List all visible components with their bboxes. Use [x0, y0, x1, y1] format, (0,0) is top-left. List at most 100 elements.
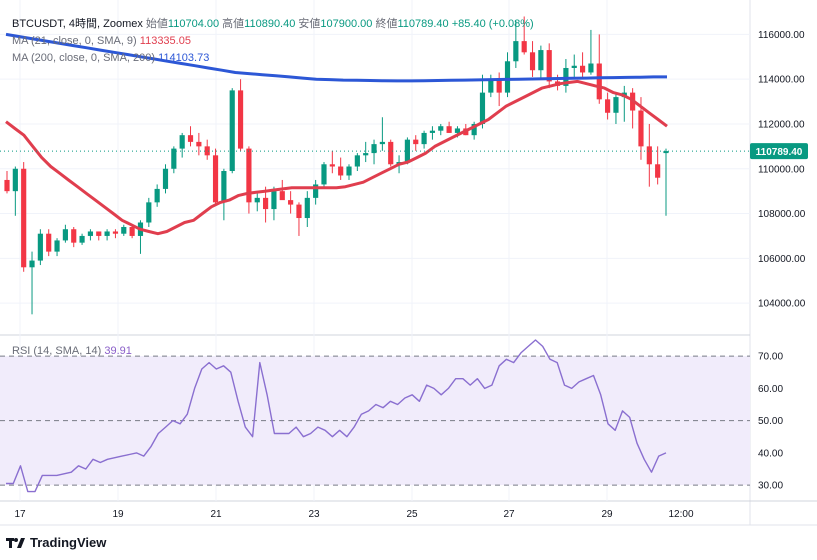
- candle: [363, 141, 369, 163]
- candle-body: [171, 148, 177, 169]
- candle-body: [79, 235, 85, 243]
- candle-body: [513, 41, 519, 62]
- candle: [204, 139, 210, 160]
- candle-body: [471, 123, 477, 136]
- candle: [446, 121, 452, 133]
- candle-body: [46, 233, 52, 252]
- close-label: 終値: [375, 18, 398, 30]
- rsi-tick-label: 30.00: [758, 481, 783, 492]
- candle-body: [121, 226, 127, 234]
- rsi-value: 39.91: [104, 345, 132, 357]
- candle: [229, 88, 235, 174]
- candle-body: [221, 171, 227, 203]
- rsi-tick-label: 40.00: [758, 448, 783, 459]
- candle-body: [346, 166, 352, 176]
- candle: [613, 92, 619, 124]
- candle: [479, 74, 486, 129]
- candle: [655, 146, 661, 185]
- x-tick-label: 17: [14, 509, 26, 520]
- candle-body: [663, 151, 669, 154]
- x-tick-label: 27: [503, 509, 515, 520]
- ma200-label: MA (200, close, 0, SMA, 200): [12, 52, 156, 64]
- candle-body: [254, 197, 260, 203]
- candle: [588, 29, 594, 75]
- rsi-line-layer: [6, 339, 667, 493]
- candle: [304, 191, 310, 227]
- x-tick-label: 12:00: [668, 509, 693, 520]
- candle: [162, 164, 169, 194]
- candle: [104, 229, 110, 241]
- candle-body: [413, 139, 419, 145]
- candle: [621, 85, 627, 122]
- candle-body: [96, 231, 102, 236]
- rsi-legend[interactable]: RSI (14, SMA, 14) 39.91: [12, 344, 132, 358]
- candle-body: [4, 179, 10, 192]
- candle: [4, 171, 10, 194]
- candle: [254, 191, 260, 212]
- rsi-band: [0, 355, 750, 486]
- candle-body: [454, 128, 461, 133]
- y-tick-label: 116000.00: [758, 30, 805, 41]
- high-label: 高値: [222, 18, 245, 30]
- candle-body: [379, 141, 385, 145]
- candle: [379, 117, 385, 151]
- ma21-value: 113335.05: [139, 35, 191, 47]
- candle: [129, 224, 135, 239]
- candle-body: [321, 164, 327, 185]
- candle: [187, 126, 194, 147]
- candle-body: [371, 144, 377, 154]
- candle-body: [521, 41, 527, 53]
- candle: [71, 226, 77, 248]
- ma200-legend[interactable]: MA (200, close, 0, SMA, 200) 114103.73: [12, 51, 209, 65]
- exchange-text: Zoomex: [103, 18, 143, 30]
- candle: [87, 229, 94, 241]
- candle-body: [212, 155, 219, 203]
- candle: [263, 186, 269, 223]
- candle: [29, 251, 35, 315]
- candle: [563, 59, 569, 93]
- symbol-text[interactable]: BTCUSDT: [12, 18, 63, 30]
- candle: [196, 132, 202, 156]
- x-tick-label: 23: [308, 509, 320, 520]
- candle-body: [479, 92, 486, 124]
- rsi-label: RSI (14, SMA, 14): [12, 345, 102, 357]
- candle: [438, 123, 444, 136]
- candle: [504, 52, 511, 98]
- candle: [237, 79, 244, 151]
- candle: [471, 121, 477, 140]
- candle-body: [579, 65, 586, 73]
- candle: [596, 34, 602, 104]
- y-tick-label: 104000.00: [758, 299, 806, 310]
- x-tick-label: 29: [601, 509, 613, 520]
- interval-text[interactable]: 4時間: [68, 18, 97, 30]
- candle-body: [438, 126, 444, 131]
- x-tick-label: 25: [406, 509, 418, 520]
- open-label: 始値: [145, 18, 168, 30]
- candle-body: [496, 79, 502, 93]
- y-tick-label: 112000.00: [758, 119, 805, 130]
- ma21-legend[interactable]: MA (21, close, 0, SMA, 9) 113335.05: [12, 34, 191, 48]
- candle-body: [354, 155, 360, 167]
- candle: [296, 202, 302, 236]
- candle: [429, 126, 436, 140]
- candle-body: [288, 200, 294, 205]
- candle-body: [655, 164, 661, 178]
- tradingview-logo[interactable]: TradingView: [6, 535, 106, 550]
- candle: [338, 157, 344, 180]
- candle: [663, 148, 669, 216]
- candle-body: [279, 191, 285, 201]
- candle: [12, 166, 18, 216]
- candle-body: [112, 231, 119, 234]
- candle: [421, 130, 427, 149]
- candle-body: [329, 164, 335, 167]
- candle-body: [338, 166, 344, 176]
- candle-body: [488, 79, 494, 93]
- close-value: 110789.40: [397, 18, 449, 30]
- high-value: 110890.40: [244, 18, 296, 30]
- rsi-line: [6, 339, 667, 493]
- candle-body: [313, 184, 319, 198]
- candle-body: [187, 135, 194, 142]
- candle: [529, 41, 536, 77]
- candle: [179, 132, 185, 158]
